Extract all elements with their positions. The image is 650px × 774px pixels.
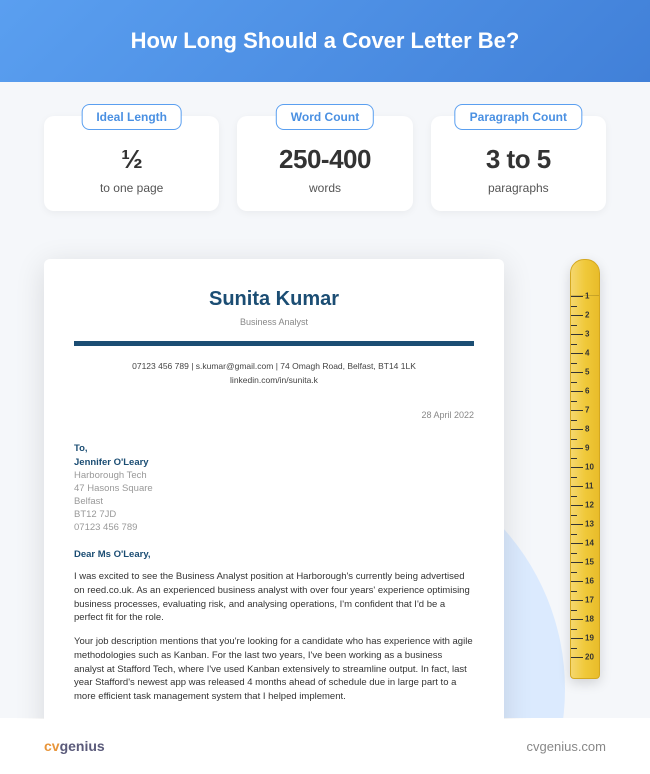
ruler-tick-major bbox=[571, 448, 583, 449]
ruler-tick-major bbox=[571, 410, 583, 411]
footer: cvgenius cvgenius.com bbox=[0, 718, 650, 774]
ruler-tick-major bbox=[571, 467, 583, 468]
letter-paragraph: I was excited to see the Business Analys… bbox=[74, 570, 474, 625]
brand-cv: cv bbox=[44, 738, 60, 754]
ruler-tick-major bbox=[571, 353, 583, 354]
ruler-tick-major bbox=[571, 429, 583, 430]
ruler-number: 13 bbox=[585, 520, 594, 529]
ruler-number: 20 bbox=[585, 653, 594, 662]
ruler-tick-major bbox=[571, 505, 583, 506]
ruler-tick-major bbox=[571, 391, 583, 392]
brand-genius: genius bbox=[60, 738, 105, 754]
stat-label: Paragraph Count bbox=[455, 104, 582, 130]
ruler-tick-minor bbox=[571, 401, 577, 402]
ruler-number: 15 bbox=[585, 558, 594, 567]
ruler-number: 19 bbox=[585, 634, 594, 643]
stat-value: 250-400 bbox=[245, 144, 404, 175]
letter-name: Sunita Kumar bbox=[74, 285, 474, 314]
ruler-number: 7 bbox=[585, 406, 589, 415]
letter-address-line: Belfast bbox=[74, 496, 474, 509]
letter-area: Sunita Kumar Business Analyst 07123 456 … bbox=[0, 239, 650, 719]
ruler-number: 4 bbox=[585, 349, 589, 358]
ruler-tick-major bbox=[571, 638, 583, 639]
ruler-tick-minor bbox=[571, 325, 577, 326]
ruler-tick-minor bbox=[571, 420, 577, 421]
stat-card-paragraph-count: Paragraph Count 3 to 5 paragraphs bbox=[431, 116, 606, 211]
stats-row: Ideal Length ½ to one page Word Count 25… bbox=[0, 82, 650, 239]
letter-recipient-name: Jennifer O'Leary bbox=[74, 456, 474, 470]
letter-salutation: Dear Ms O'Leary, bbox=[74, 548, 474, 562]
ruler-number: 14 bbox=[585, 539, 594, 548]
ruler-tick-major bbox=[571, 562, 583, 563]
ruler-tick-major bbox=[571, 524, 583, 525]
stat-card-ideal-length: Ideal Length ½ to one page bbox=[44, 116, 219, 211]
footer-url: cvgenius.com bbox=[527, 739, 606, 754]
stat-sub: to one page bbox=[52, 181, 211, 195]
ruler-tick-minor bbox=[571, 515, 577, 516]
ruler-number: 1 bbox=[585, 292, 589, 301]
stat-label: Word Count bbox=[276, 104, 374, 130]
ruler-number: 9 bbox=[585, 444, 589, 453]
infographic-header: How Long Should a Cover Letter Be? bbox=[0, 0, 650, 82]
ruler-tick-major bbox=[571, 315, 583, 316]
letter-divider bbox=[74, 341, 474, 346]
letter-to-label: To, bbox=[74, 442, 474, 456]
letter-date: 28 April 2022 bbox=[74, 409, 474, 422]
cover-letter-preview: Sunita Kumar Business Analyst 07123 456 … bbox=[44, 259, 504, 719]
ruler-tick-minor bbox=[571, 591, 577, 592]
ruler-tick-major bbox=[571, 543, 583, 544]
stat-sub: words bbox=[245, 181, 404, 195]
ruler-tick-major bbox=[571, 619, 583, 620]
ruler-tick-minor bbox=[571, 382, 577, 383]
letter-address-line: Harborough Tech bbox=[74, 470, 474, 483]
letter-contact-line1: 07123 456 789 | s.kumar@gmail.com | 74 O… bbox=[74, 360, 474, 372]
ruler-number: 16 bbox=[585, 577, 594, 586]
stat-value: 3 to 5 bbox=[439, 144, 598, 175]
ruler-number: 18 bbox=[585, 615, 594, 624]
stat-card-word-count: Word Count 250-400 words bbox=[237, 116, 412, 211]
ruler-tick-major bbox=[571, 581, 583, 582]
header-title: How Long Should a Cover Letter Be? bbox=[131, 28, 520, 53]
letter-address-line: BT12 7JD bbox=[74, 509, 474, 522]
ruler-icon: 1234567891011121314151617181920 bbox=[570, 259, 600, 679]
ruler-tick-minor bbox=[571, 363, 577, 364]
ruler-number: 2 bbox=[585, 311, 589, 320]
ruler-tick-minor bbox=[571, 458, 577, 459]
letter-address-line: 47 Hasons Square bbox=[74, 483, 474, 496]
ruler-tick-minor bbox=[571, 572, 577, 573]
letter-address-line: 07123 456 789 bbox=[74, 522, 474, 535]
brand-logo: cvgenius bbox=[44, 738, 105, 754]
ruler-number: 3 bbox=[585, 330, 589, 339]
ruler-tick-major bbox=[571, 657, 583, 658]
ruler-tick-minor bbox=[571, 439, 577, 440]
letter-contact-line2: linkedin.com/in/sunita.k bbox=[74, 374, 474, 386]
ruler-number: 5 bbox=[585, 368, 589, 377]
ruler-tick-minor bbox=[571, 306, 577, 307]
ruler-tick-minor bbox=[571, 610, 577, 611]
stat-value: ½ bbox=[52, 144, 211, 175]
ruler-number: 6 bbox=[585, 387, 589, 396]
ruler-number: 8 bbox=[585, 425, 589, 434]
ruler-tick-major bbox=[571, 334, 583, 335]
ruler-tick-major bbox=[571, 372, 583, 373]
stat-label: Ideal Length bbox=[81, 104, 182, 130]
ruler-number: 17 bbox=[585, 596, 594, 605]
ruler-number: 12 bbox=[585, 501, 594, 510]
letter-paragraph: Your job description mentions that you'r… bbox=[74, 635, 474, 704]
ruler-tick-minor bbox=[571, 629, 577, 630]
ruler-number: 10 bbox=[585, 463, 594, 472]
stat-sub: paragraphs bbox=[439, 181, 598, 195]
ruler-tick-minor bbox=[571, 648, 577, 649]
letter-role: Business Analyst bbox=[74, 316, 474, 329]
ruler-tick-minor bbox=[571, 477, 577, 478]
ruler-tick-minor bbox=[571, 553, 577, 554]
ruler-tick-major bbox=[571, 296, 583, 297]
ruler-tick-major bbox=[571, 600, 583, 601]
ruler-tick-minor bbox=[571, 534, 577, 535]
ruler-tick-minor bbox=[571, 496, 577, 497]
ruler-number: 11 bbox=[585, 482, 593, 491]
ruler-tick-major bbox=[571, 486, 583, 487]
ruler-tick-minor bbox=[571, 344, 577, 345]
